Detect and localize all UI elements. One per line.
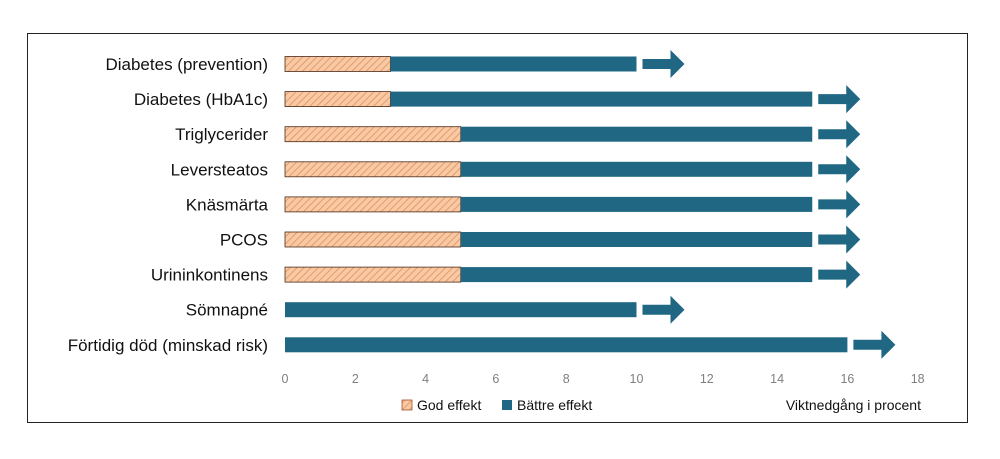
category-label-triglycerider: Triglycerider [175, 125, 268, 144]
category-label-leversteatos: Leversteatos [171, 160, 268, 179]
bar-god-effekt-triglycerider [284, 126, 462, 143]
bar-god-effekt-knasmarta [284, 196, 462, 213]
category-label-somnapne: Sömnapné [186, 301, 268, 320]
bar-god-effekt-diabetes-hba1c [284, 91, 391, 107]
arrow-urininkontinens [818, 260, 861, 289]
category-label-fortidig-dod-minskad-risk: Förtidig död (minskad risk) [68, 336, 268, 355]
bar-god-effekt-urininkontinens [284, 266, 462, 283]
bar-battre-effekt-diabetes-hba1c [390, 91, 813, 107]
x-tick-label: 16 [840, 372, 854, 386]
category-label-knasmarta: Knäsmärta [186, 195, 269, 214]
bar-battre-effekt-leversteatos [460, 161, 813, 177]
bar-battre-effekt-triglycerider [460, 126, 813, 142]
legend-swatch-battre-effekt [502, 400, 512, 410]
arrow-triglycerider [818, 120, 861, 149]
bar-god-effekt-leversteatos [284, 161, 462, 178]
bar-battre-effekt-fortidig-dod-minskad-risk [285, 337, 848, 353]
bar-battre-effekt-pcos [460, 232, 813, 247]
category-label-diabetes-prevention: Diabetes (prevention) [105, 55, 268, 74]
bar-battre-effekt-somnapne [285, 302, 637, 318]
arrow-fortidig-dod-minskad-risk [853, 330, 896, 359]
bar-battre-effekt-knasmarta [460, 196, 813, 212]
x-tick-label: 6 [492, 372, 499, 386]
bar-chart: Diabetes (prevention) Diabetes (HbA1c) Tri… [68, 50, 925, 413]
bar-battre-effekt-urininkontinens [460, 267, 813, 283]
x-tick-label: 8 [563, 372, 570, 386]
x-tick-label: 10 [630, 372, 644, 386]
category-label-urininkontinens: Urininkontinens [151, 266, 268, 285]
arrow-diabetes-prevention [642, 50, 685, 78]
arrow-pcos [818, 225, 861, 254]
bar-battre-effekt-diabetes-prevention [390, 56, 637, 72]
legend-label-god-effekt: God effekt [417, 397, 481, 413]
x-tick-label: 14 [770, 372, 784, 386]
x-tick-label: 18 [911, 372, 925, 386]
arrow-knasmarta [818, 190, 861, 219]
arrow-somnapne [642, 295, 685, 324]
x-tick-label: 12 [700, 372, 714, 386]
category-label-pcos: PCOS [220, 231, 268, 250]
arrow-leversteatos [818, 155, 861, 184]
legend-swatch-god-effekt [401, 399, 413, 411]
bar-god-effekt-pcos [284, 231, 462, 248]
legend-label-battre-effekt: Bättre effekt [517, 397, 592, 413]
x-tick-label: 0 [282, 372, 289, 386]
chart-frame: Diabetes (prevention) Diabetes (HbA1c) Tri… [27, 33, 968, 423]
x-tick-label: 2 [352, 372, 359, 386]
category-label-diabetes-hba1c: Diabetes (HbA1c) [134, 90, 268, 109]
x-axis-title: Viktnedgång i procent [786, 397, 921, 413]
x-tick-label: 4 [422, 372, 429, 386]
bar-god-effekt-diabetes-prevention [284, 56, 391, 72]
arrow-diabetes-hba1c [818, 85, 861, 114]
